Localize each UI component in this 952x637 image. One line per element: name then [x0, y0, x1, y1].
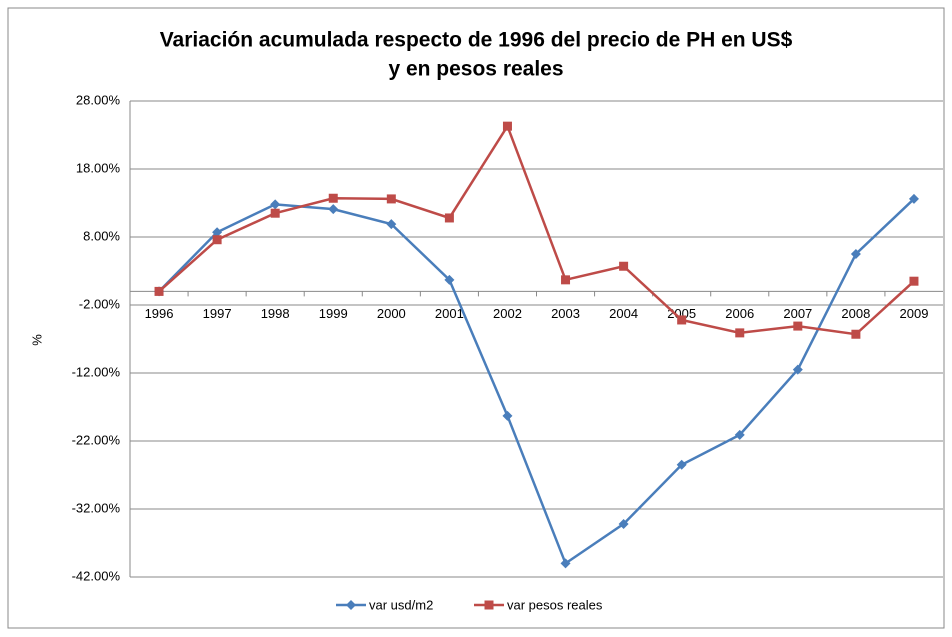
series-line — [158, 123, 915, 336]
x-tick-label: 2005 — [667, 306, 696, 321]
x-tick-label: 2007 — [783, 306, 812, 321]
legend-label: var usd/m2 — [369, 597, 433, 612]
point — [908, 193, 919, 204]
point — [270, 199, 281, 210]
point — [734, 429, 745, 440]
point — [328, 204, 339, 215]
chart-title: Variación acumulada respecto de 1996 del… — [160, 29, 793, 52]
point — [850, 249, 861, 259]
point — [212, 235, 222, 245]
x-tick-label: 1996 — [145, 306, 174, 321]
x-tick-label: 2006 — [725, 306, 754, 321]
y-tick-label: -32.00% — [72, 500, 121, 515]
x-tick-label: 2001 — [435, 306, 464, 321]
legend-label: var pesos reales — [507, 597, 603, 612]
point — [909, 276, 919, 286]
point — [502, 121, 512, 131]
x-tick-label: 2003 — [551, 306, 580, 321]
chart-border — [7, 7, 945, 629]
x-tick-label: 2009 — [900, 306, 929, 321]
point — [328, 193, 338, 203]
point — [444, 274, 455, 285]
point — [212, 227, 223, 238]
point — [619, 261, 629, 271]
point — [618, 518, 629, 529]
y-tick-label: -12.00% — [72, 364, 121, 379]
point — [793, 321, 803, 331]
point — [792, 364, 803, 375]
y-tick-label: 8.00% — [83, 228, 120, 243]
point — [154, 286, 164, 296]
y-tick-label: -22.00% — [72, 432, 121, 447]
point — [735, 328, 745, 338]
y-tick-label: -2.00% — [79, 296, 121, 311]
point — [676, 459, 687, 470]
series-line — [158, 198, 915, 566]
point — [561, 275, 571, 285]
point — [851, 329, 861, 339]
point — [386, 194, 396, 204]
point — [560, 558, 571, 569]
point — [502, 410, 513, 421]
point — [386, 219, 397, 230]
x-tick-label: 1999 — [319, 306, 348, 321]
point — [444, 213, 454, 223]
legend-marker — [484, 600, 494, 610]
chart-title: y en pesos reales — [388, 58, 563, 81]
point — [677, 315, 687, 325]
x-tick-label: 1998 — [261, 306, 290, 321]
y-tick-label: 18.00% — [76, 160, 121, 175]
x-tick-label: 1997 — [203, 306, 232, 321]
x-tick-label: 2004 — [609, 306, 638, 321]
y-tick-label: 28.00% — [76, 92, 121, 107]
x-tick-label: 2008 — [841, 306, 870, 321]
point — [270, 208, 280, 218]
x-tick-label: 2002 — [493, 306, 522, 321]
x-tick-label: 2000 — [377, 306, 406, 321]
legend-marker — [346, 600, 356, 610]
y-tick-label: -42.00% — [72, 568, 121, 583]
y-axis-label: % — [29, 334, 44, 346]
